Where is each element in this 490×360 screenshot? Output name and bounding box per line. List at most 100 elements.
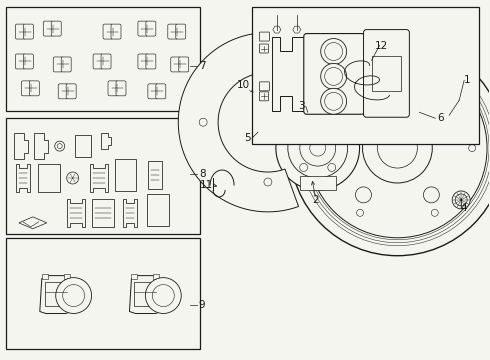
Circle shape [390, 82, 405, 98]
Circle shape [152, 285, 174, 306]
Circle shape [337, 137, 344, 145]
Bar [38, 164, 60, 192]
Polygon shape [90, 164, 107, 192]
Text: 6: 6 [437, 113, 443, 123]
Bar [6, 238, 200, 349]
Bar [148, 161, 162, 189]
FancyBboxPatch shape [116, 81, 126, 96]
FancyBboxPatch shape [311, 90, 318, 111]
Circle shape [357, 80, 364, 87]
FancyBboxPatch shape [24, 54, 33, 69]
Text: 4: 4 [461, 203, 467, 213]
Bar [134, 282, 156, 306]
Circle shape [321, 39, 346, 64]
FancyBboxPatch shape [364, 30, 409, 117]
Circle shape [321, 88, 346, 114]
Text: 7: 7 [199, 62, 205, 71]
FancyBboxPatch shape [301, 98, 308, 119]
Circle shape [146, 278, 181, 314]
FancyBboxPatch shape [176, 24, 186, 39]
Text: 11: 11 [199, 180, 213, 190]
Circle shape [431, 209, 438, 216]
Circle shape [274, 59, 282, 67]
FancyBboxPatch shape [259, 32, 270, 41]
Bar [45, 282, 67, 306]
FancyBboxPatch shape [24, 24, 33, 39]
Circle shape [431, 80, 438, 87]
Text: 12: 12 [375, 41, 388, 50]
Polygon shape [100, 133, 111, 149]
Circle shape [455, 194, 467, 206]
Polygon shape [129, 276, 161, 314]
FancyBboxPatch shape [146, 54, 156, 69]
FancyBboxPatch shape [53, 57, 63, 72]
FancyBboxPatch shape [61, 57, 71, 72]
Bar [252, 7, 479, 144]
Polygon shape [273, 26, 281, 33]
Bar [300, 176, 336, 190]
Polygon shape [19, 217, 47, 229]
Polygon shape [272, 37, 304, 111]
Text: 10: 10 [237, 80, 249, 90]
Text: 2: 2 [313, 195, 319, 205]
Polygon shape [178, 33, 352, 212]
Circle shape [314, 120, 322, 128]
Polygon shape [310, 86, 319, 95]
FancyBboxPatch shape [111, 24, 121, 39]
FancyBboxPatch shape [156, 84, 166, 99]
FancyBboxPatch shape [108, 81, 118, 96]
Polygon shape [123, 199, 137, 227]
Circle shape [346, 54, 353, 61]
Bar [6, 7, 200, 111]
Circle shape [300, 130, 336, 166]
FancyBboxPatch shape [22, 81, 31, 96]
Polygon shape [14, 133, 28, 159]
Circle shape [288, 118, 347, 178]
Text: 9: 9 [199, 300, 205, 310]
FancyBboxPatch shape [259, 82, 270, 91]
Text: 1: 1 [464, 75, 470, 85]
FancyBboxPatch shape [103, 24, 113, 39]
Circle shape [363, 113, 432, 183]
Circle shape [343, 50, 357, 64]
FancyBboxPatch shape [259, 92, 269, 101]
Text: 3: 3 [298, 101, 305, 111]
Circle shape [444, 122, 460, 138]
Circle shape [377, 128, 417, 168]
Circle shape [310, 140, 326, 156]
FancyBboxPatch shape [138, 54, 148, 69]
Polygon shape [40, 276, 72, 314]
Bar [131, 274, 137, 279]
Bar [64, 274, 70, 279]
Bar [115, 159, 136, 191]
FancyBboxPatch shape [58, 84, 68, 99]
Circle shape [357, 209, 364, 216]
Polygon shape [16, 164, 30, 192]
Bar [92, 199, 114, 227]
Circle shape [56, 278, 92, 314]
FancyBboxPatch shape [66, 84, 76, 99]
Circle shape [290, 41, 490, 256]
FancyBboxPatch shape [15, 24, 25, 39]
Circle shape [264, 178, 272, 186]
Circle shape [291, 137, 299, 145]
Circle shape [308, 58, 487, 238]
Polygon shape [300, 94, 310, 103]
Circle shape [423, 187, 440, 203]
Bar [153, 274, 159, 279]
Circle shape [67, 172, 78, 184]
Circle shape [325, 92, 343, 110]
Circle shape [328, 163, 336, 171]
Circle shape [468, 145, 476, 152]
Circle shape [199, 118, 207, 126]
Circle shape [55, 141, 65, 151]
Polygon shape [34, 133, 48, 159]
FancyBboxPatch shape [43, 21, 53, 36]
Bar [42, 274, 48, 279]
Polygon shape [293, 26, 301, 33]
Circle shape [276, 106, 360, 190]
FancyBboxPatch shape [93, 54, 103, 69]
FancyBboxPatch shape [29, 81, 39, 96]
Circle shape [452, 191, 470, 209]
FancyBboxPatch shape [168, 24, 178, 39]
